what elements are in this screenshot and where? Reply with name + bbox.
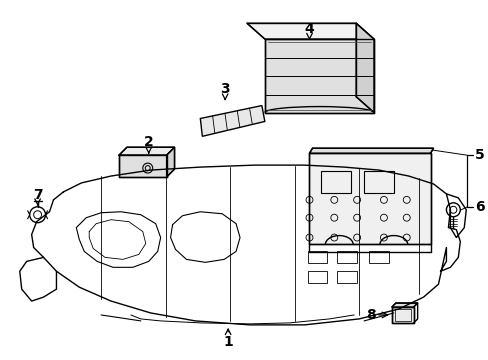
Text: 1: 1 — [223, 329, 232, 349]
Text: 6: 6 — [474, 200, 484, 214]
Polygon shape — [264, 39, 373, 113]
Text: 2: 2 — [143, 135, 153, 153]
Text: 7: 7 — [33, 188, 42, 205]
Polygon shape — [391, 307, 413, 323]
Polygon shape — [200, 105, 264, 136]
Polygon shape — [166, 147, 174, 177]
Polygon shape — [309, 153, 429, 244]
Bar — [321, 171, 350, 193]
Bar — [368, 251, 388, 264]
Polygon shape — [246, 23, 373, 39]
Polygon shape — [309, 148, 433, 153]
Bar — [307, 251, 326, 264]
Bar — [337, 251, 356, 264]
Polygon shape — [119, 147, 174, 155]
Bar — [307, 271, 326, 283]
Text: 3: 3 — [220, 82, 229, 99]
Bar — [364, 171, 393, 193]
Polygon shape — [391, 303, 417, 307]
Bar — [337, 271, 356, 283]
Polygon shape — [119, 155, 166, 177]
Text: 4: 4 — [304, 22, 314, 39]
Bar — [394, 309, 410, 321]
Text: 8: 8 — [366, 308, 387, 322]
Polygon shape — [355, 23, 373, 113]
Text: 5: 5 — [474, 148, 484, 162]
